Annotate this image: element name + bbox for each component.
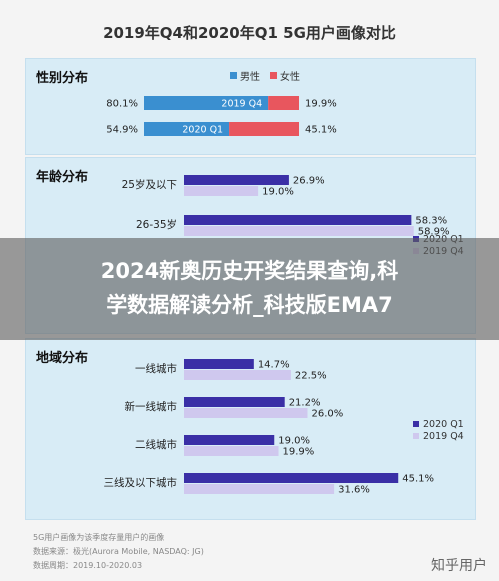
bar-male — [144, 96, 269, 110]
bar-2019-q4 — [184, 484, 335, 494]
footer-source: 数据来源：极光(Aurora Mobile, NASDAQ: JG) — [33, 547, 204, 556]
female-swatch — [270, 72, 277, 79]
value-label: 45.1% — [402, 474, 434, 485]
overlay-banner: 2024新奥历史开奖结果查询,科 学数据解读分析_科技版EMA7 — [0, 238, 499, 340]
value-label: 26.0% — [312, 409, 344, 420]
page-title: 2019年Q4和2020年Q1 5G用户画像对比 — [103, 24, 396, 42]
bar-2020-q1 — [184, 397, 285, 407]
male-value-label: 80.1% — [106, 99, 138, 110]
watermark: 知乎用户 — [431, 558, 487, 574]
banner-line-1: 2024新奥历史开奖结果查询,科 — [100, 259, 399, 284]
bar-2019-q4 — [184, 226, 414, 236]
legend-swatch — [413, 433, 419, 439]
male-legend-label: 男性 — [240, 72, 260, 83]
region-chart: 一线城市 14.7% 22.5% 新一线城市 21.2%26.0% 二线城市 19.0%19… — [104, 359, 464, 496]
bar-2019-q4 — [184, 446, 279, 456]
category-label: 新一线城市 — [125, 400, 178, 413]
category-label: 25岁及以下 — [122, 178, 177, 191]
value-label: 21.2% — [289, 398, 321, 409]
bar-female — [229, 122, 299, 136]
gender-legend-female: 女性 — [270, 68, 300, 83]
value-label: 58.3% — [415, 216, 447, 227]
bar-2019-q4 — [184, 408, 308, 418]
value-label: 26.9% — [293, 176, 325, 187]
value-label: 31.6% — [338, 485, 370, 496]
value-label: 19.0% — [262, 187, 294, 198]
bar-2020-q1 — [184, 435, 275, 445]
female-legend-label: 女性 — [280, 72, 300, 83]
gender-panel-title: 性别分布 — [36, 71, 89, 86]
category-label: 2019 Q4 — [221, 99, 262, 110]
bar-2020-q1 — [184, 473, 399, 483]
bar-2020-q1 — [184, 175, 289, 185]
value-label: 58.9% — [418, 227, 450, 238]
bar-female — [268, 96, 299, 110]
male-swatch — [230, 72, 237, 79]
category-label: 2020 Q1 — [182, 125, 223, 136]
category-label: 一线城市 — [135, 362, 177, 375]
value-label: 19.0% — [278, 436, 310, 447]
age-panel-title: 年龄分布 — [36, 170, 89, 185]
region-panel: 地域分布 一线城市 14.7% 22.5% 新一线城市 21.2% 26.0% 二线城市 19… — [25, 338, 476, 520]
category-label: 二线城市 — [135, 438, 177, 451]
bar-2019-q4 — [184, 186, 259, 196]
category-label: 三线及以下城市 — [104, 476, 178, 489]
footer-period: 数据周期：2019.10-2020.03 — [33, 561, 143, 570]
male-value-label: 54.9% — [106, 125, 138, 136]
value-label: 22.5% — [295, 371, 327, 382]
female-value-label: 45.1% — [305, 125, 337, 136]
bar-2020-q1 — [184, 215, 412, 225]
value-label: 14.7% — [258, 360, 290, 371]
bar-male — [144, 122, 230, 136]
banner-line-2: 学数据解读分析_科技版EMA7 — [106, 293, 393, 317]
bar-2019-q4 — [184, 370, 291, 380]
footer-note: 5G用户画像为该季度存量用户的画像 — [33, 533, 165, 542]
gender-legend-male: 男性 — [230, 68, 260, 83]
value-label: 19.9% — [283, 447, 315, 458]
gender-chart: 2019 Q4 80.1% 19.9% 2020 Q1 54.9% 45.1% — [106, 96, 337, 136]
gender-panel: 性别分布 男性 女性 2019 Q4 80.1% 19.9% 2020 Q1 54.9%… — [25, 58, 476, 155]
legend-label: 2020 Q1 — [423, 419, 464, 430]
category-label: 26-35岁 — [136, 218, 177, 231]
legend-label: 2019 Q4 — [423, 431, 464, 442]
female-value-label: 19.9% — [305, 99, 337, 110]
bar-2020-q1 — [184, 359, 254, 369]
legend-swatch — [413, 421, 419, 427]
region-panel-title: 地域分布 — [36, 351, 89, 366]
